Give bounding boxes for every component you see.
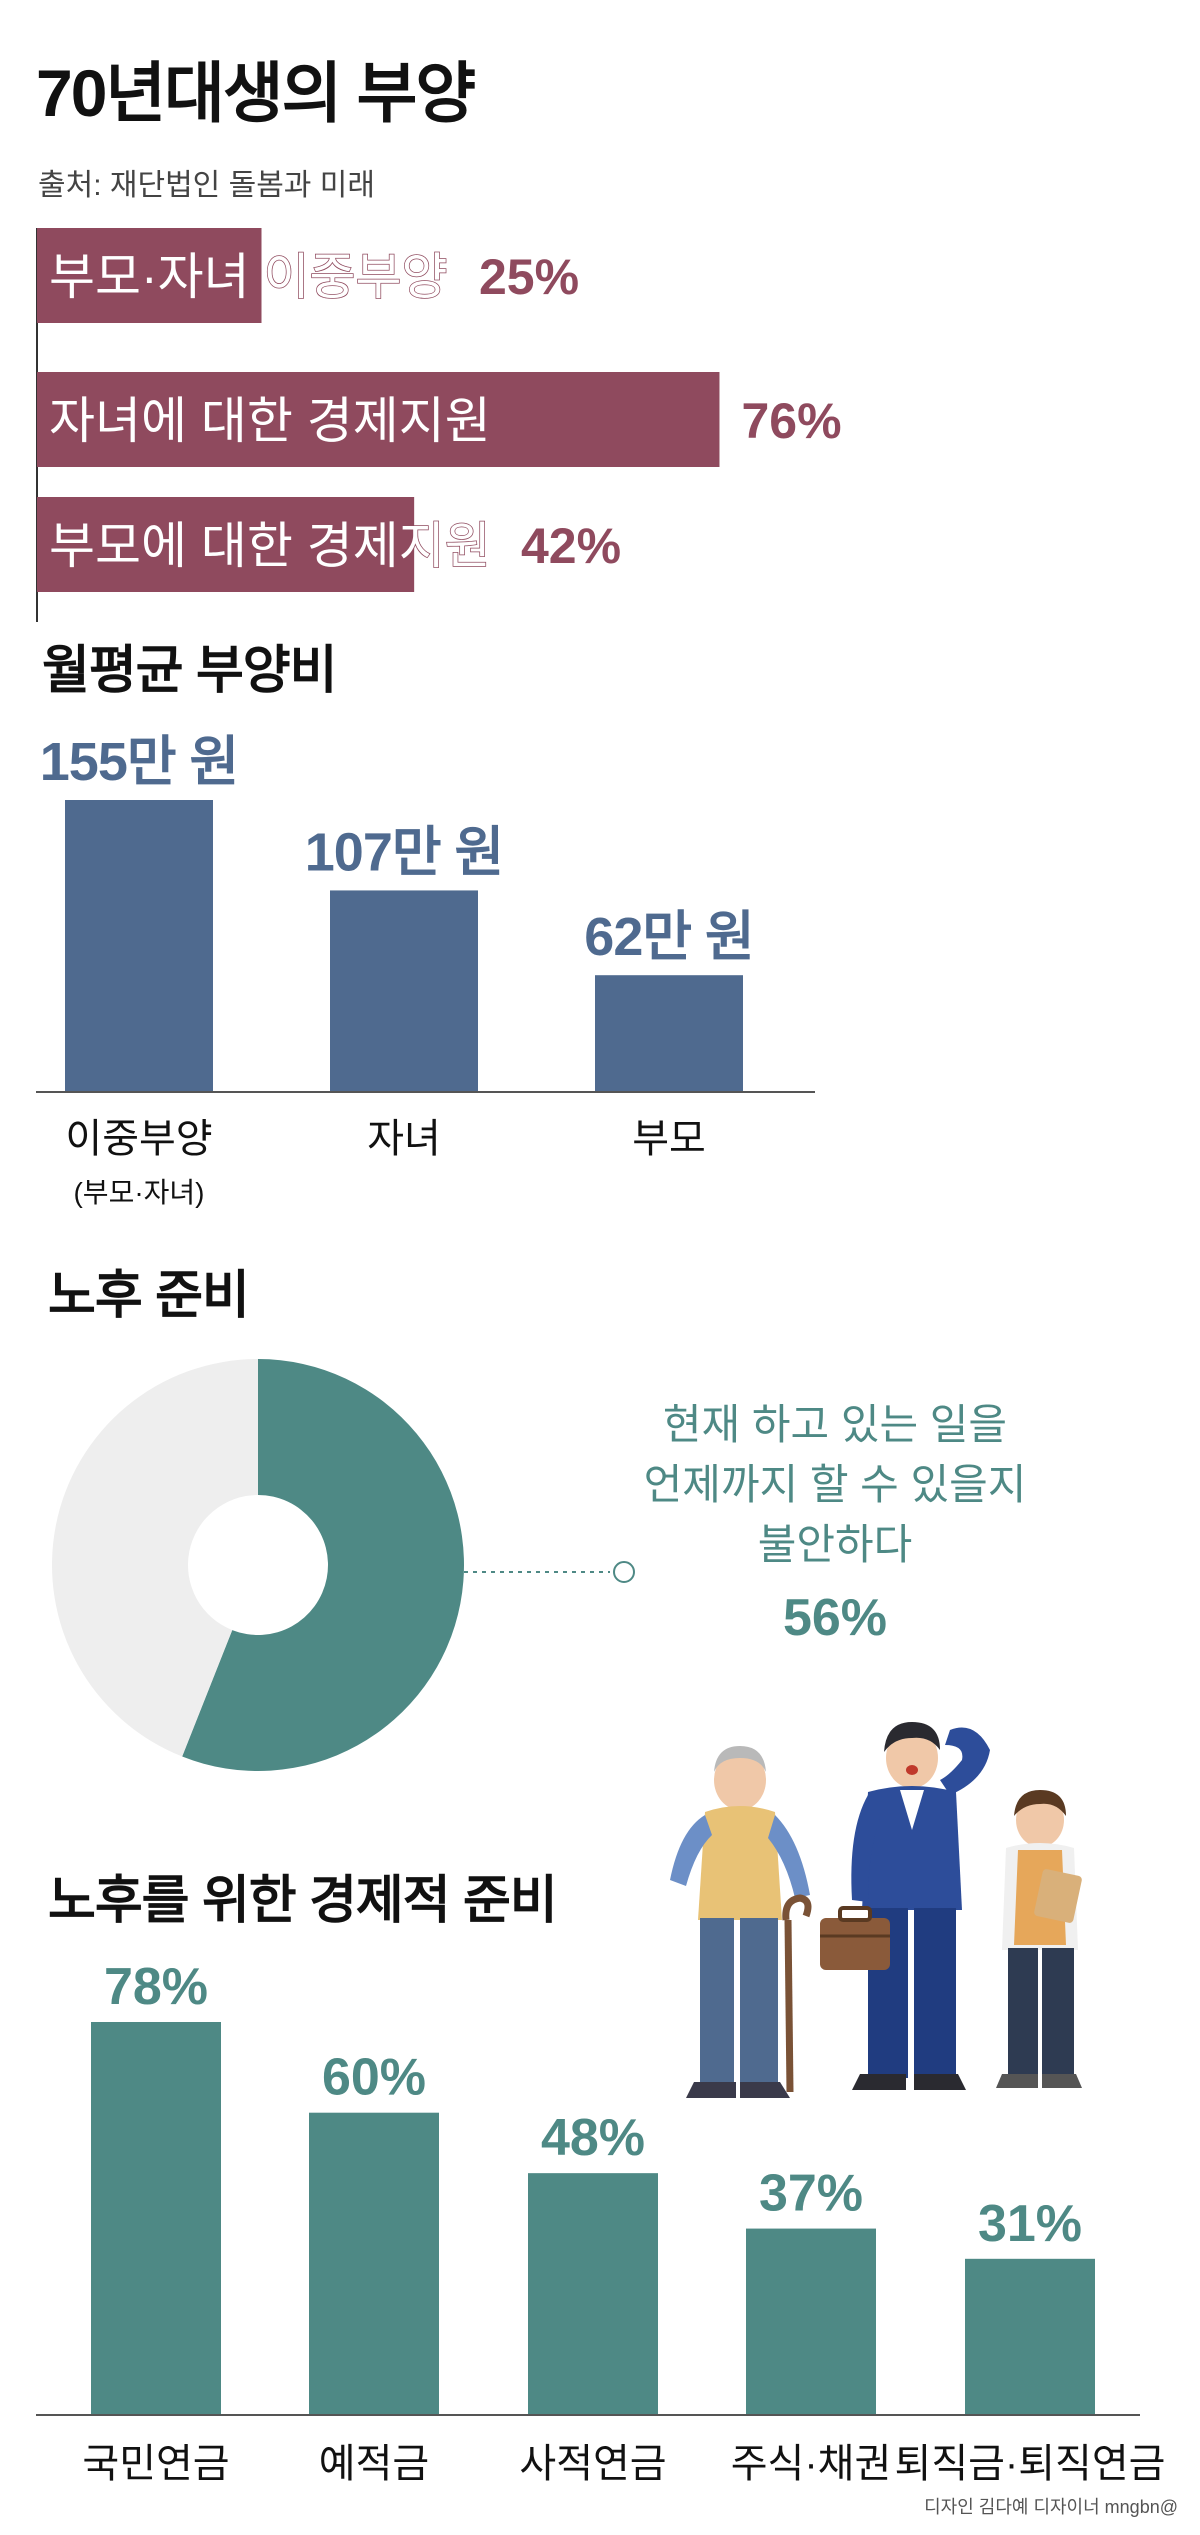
econ-bar-4 bbox=[965, 2258, 1095, 2415]
hbar-label-1: 자녀에 대한 경제지원 bbox=[49, 393, 491, 449]
monthly-bar-2 bbox=[595, 975, 743, 1092]
hbar-0 bbox=[37, 228, 262, 323]
donut-chart bbox=[51, 1359, 465, 1771]
monthly-category-2: 부모 bbox=[632, 1117, 706, 1161]
monthly-category-0: 이중부양 bbox=[65, 1117, 212, 1161]
econ-value-2: 48% bbox=[541, 2109, 645, 2167]
page-title: 70년대생의 부양 bbox=[36, 56, 476, 130]
donut-slice-0 bbox=[182, 1359, 465, 1771]
hbar-value-2: 42% bbox=[521, 518, 621, 574]
econ-category-2: 사적연금 bbox=[519, 2442, 666, 2486]
econ-value-3: 37% bbox=[759, 2165, 863, 2223]
hbar-1 bbox=[37, 372, 720, 467]
monthly-value-1: 107만 원 bbox=[305, 822, 503, 882]
hbar-label-0: 부모·자녀 이중부양 bbox=[49, 249, 448, 305]
monthly-title: 월평균 부양비 bbox=[42, 642, 337, 700]
econ-bar-2 bbox=[528, 2173, 658, 2415]
donut-leader-dot bbox=[613, 1561, 635, 1583]
econ-bar-1 bbox=[309, 2112, 439, 2415]
elderly-man-figure bbox=[670, 1746, 812, 2098]
hbar-label-2: 부모에 대한 경제지원 bbox=[49, 518, 491, 574]
econ-category-4: 퇴직금·퇴직연금 bbox=[895, 2442, 1166, 2486]
donut-annotation: 현재 하고 있는 일을 언제까지 할 수 있을지 불안하다 bbox=[610, 1395, 1060, 1575]
econ-bar-3 bbox=[746, 2228, 876, 2415]
monthly-category-1: 자녀 bbox=[367, 1117, 441, 1161]
econ-category-3: 주식·채권 bbox=[731, 2442, 892, 2486]
econ-value-0: 78% bbox=[104, 1958, 208, 2016]
middle-aged-man-figure bbox=[820, 1722, 990, 2090]
monthly-bar-0 bbox=[65, 800, 213, 1092]
hbar-2 bbox=[37, 497, 415, 592]
econ-chart: 78% 국민연금 60% 예적금 48% 사적연금 37% 주식·채권 31% 퇴직금·퇴직연금 bbox=[82, 1958, 1165, 2486]
econ-value-4: 31% bbox=[978, 2195, 1082, 2253]
donut-annotation-line-2: 언제까지 할 수 있을지 bbox=[643, 1461, 1027, 1508]
retire-title: 노후 준비 bbox=[48, 1267, 250, 1325]
monthly-bar-1 bbox=[330, 890, 478, 1092]
monthly-value-2: 62만 원 bbox=[584, 907, 753, 967]
donut-annotation-line-3: 불안하다 bbox=[757, 1521, 913, 1568]
people-illustration bbox=[670, 1722, 1082, 2098]
donut-value-label: 56% bbox=[782, 1589, 888, 1647]
donut-annotation-line-1: 현재 하고 있는 일을 bbox=[662, 1401, 1008, 1448]
hbar-value-0: 25% bbox=[479, 249, 579, 305]
econ-category-0: 국민연금 bbox=[82, 2442, 229, 2486]
econ-value-1: 60% bbox=[322, 2049, 426, 2107]
monthly-sublabel-0: (부모·자녀) bbox=[73, 1177, 204, 1208]
source-note: 출처: 재단법인 돌봄과 미래 bbox=[38, 169, 375, 202]
young-person-figure bbox=[996, 1790, 1082, 2088]
monthly-value-0: 155만 원 bbox=[40, 732, 238, 792]
credit-note: 디자인 김다예 디자이너 mngbn@ bbox=[924, 2497, 1178, 2517]
econ-bar-0 bbox=[91, 2022, 221, 2415]
econ-category-1: 예적금 bbox=[319, 2442, 429, 2486]
donut-slice-1 bbox=[51, 1359, 258, 1757]
econ-title: 노후를 위한 경제적 준비 bbox=[48, 1872, 558, 1930]
hbar-value-1: 76% bbox=[741, 393, 841, 449]
hbar-chart: 부모·자녀 이중부양 25% 자녀에 대한 경제지원 76% 부모에 대한 경제지원 42… bbox=[37, 228, 842, 592]
